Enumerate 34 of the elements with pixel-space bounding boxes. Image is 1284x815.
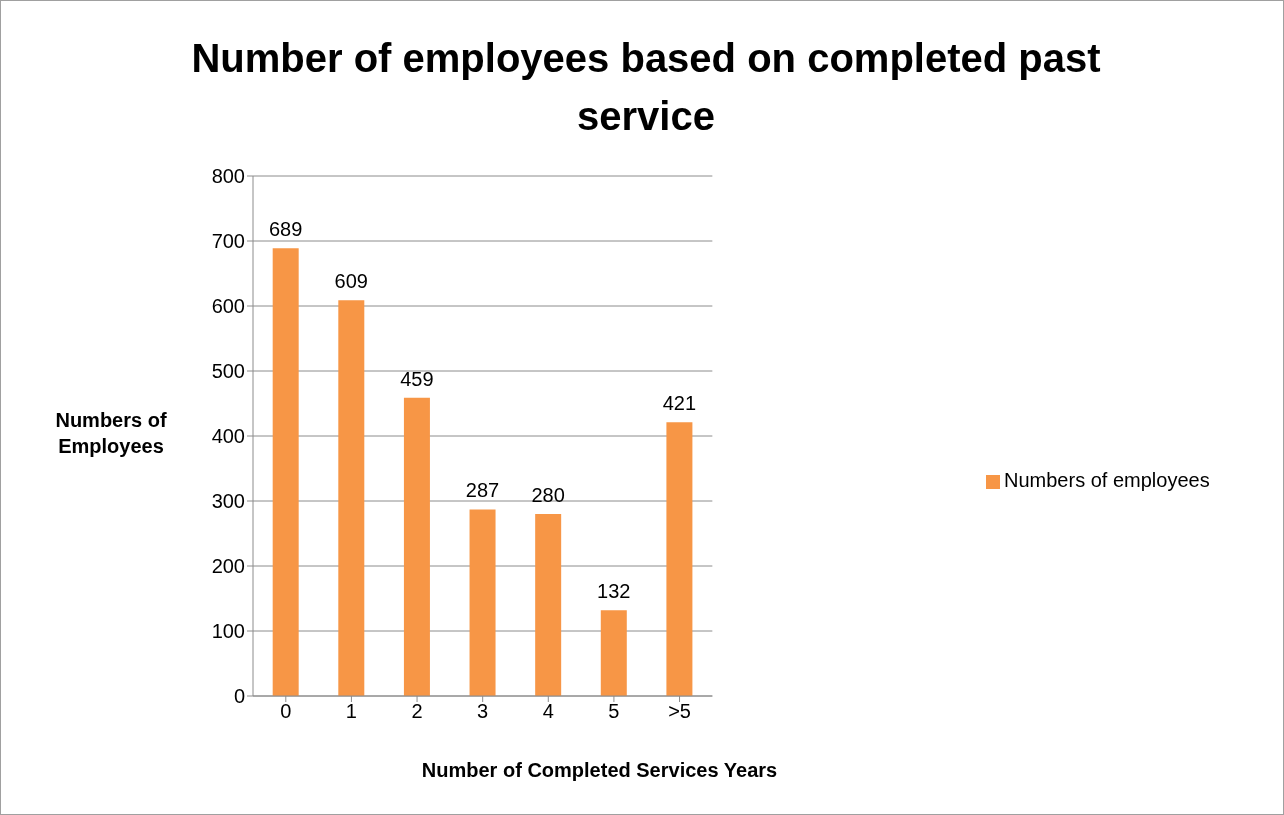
data-label: 132 (597, 580, 631, 603)
x-axis-title: Number of Completed Services Years (420, 759, 779, 782)
y-tick-label: 400 (211, 425, 245, 448)
x-tick-label: 0 (280, 700, 292, 723)
bar (338, 300, 365, 696)
x-tick-label: 2 (411, 700, 423, 723)
bar (469, 509, 496, 696)
x-tick-label: 3 (477, 700, 489, 723)
y-tick-label: 800 (211, 165, 245, 188)
y-tick-label: 300 (211, 490, 245, 513)
bar (535, 514, 562, 696)
data-label: 280 (531, 484, 565, 506)
y-tick-label: 700 (211, 230, 245, 253)
data-label: 609 (334, 270, 368, 293)
bar (666, 422, 693, 696)
data-label: 459 (400, 367, 434, 390)
legend-label: Numbers of employees (1004, 469, 1210, 491)
x-tick-label: 1 (345, 700, 357, 723)
data-label: 287 (465, 479, 500, 502)
x-tick-label: >5 (668, 700, 691, 723)
y-tick-label: 100 (211, 620, 245, 643)
y-tick-label: 600 (211, 295, 245, 318)
data-label: 689 (269, 218, 303, 241)
data-label: 421 (662, 392, 697, 415)
x-tick-label: 4 (542, 700, 554, 723)
y-tick-label: 0 (233, 685, 245, 708)
chart-title: Number of employees based on completed past service (190, 35, 1102, 140)
y-tick-label: 500 (211, 360, 245, 383)
bar (272, 248, 299, 696)
y-axis-title: Numbers of Employees (54, 408, 168, 459)
bar (403, 397, 430, 696)
bar (600, 610, 627, 696)
y-tick-label: 200 (211, 555, 245, 578)
x-tick-label: 5 (608, 700, 620, 723)
